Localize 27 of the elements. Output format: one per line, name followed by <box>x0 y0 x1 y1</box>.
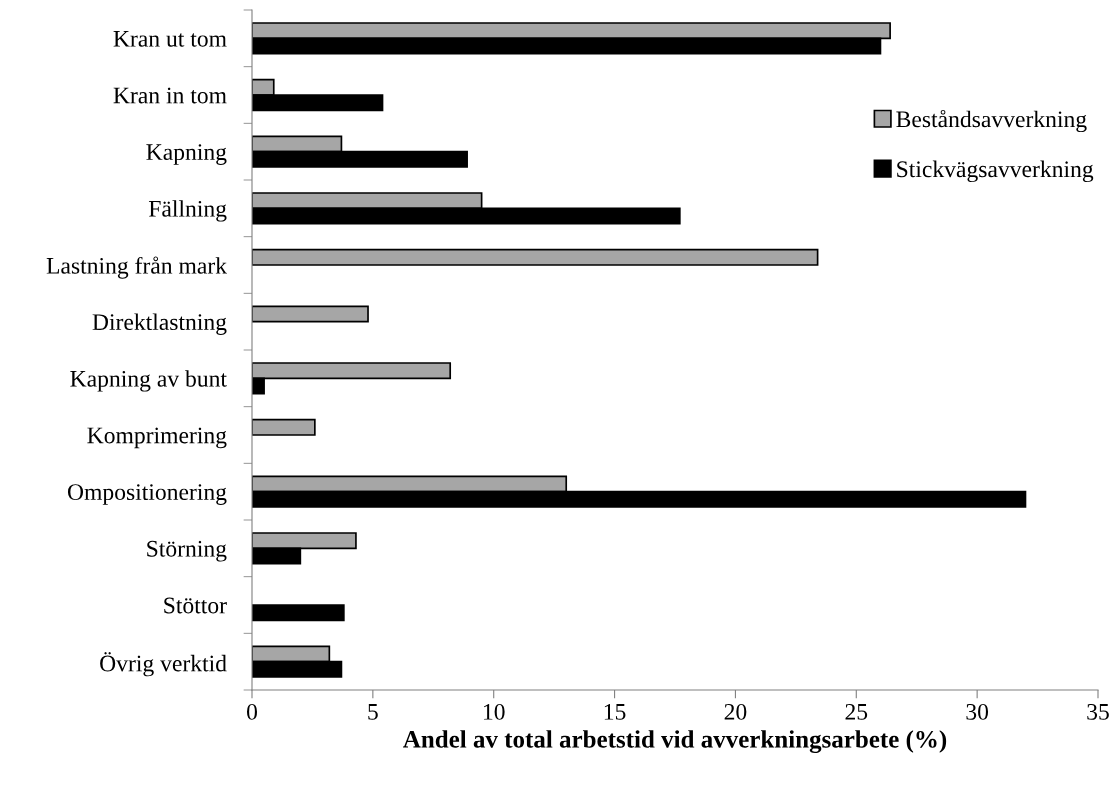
x-tick-label: 20 <box>724 703 747 720</box>
x-tick-label: 35 <box>1087 703 1109 720</box>
x-tick-label: 0 <box>247 703 257 720</box>
legend-label: Beståndsavverkning <box>896 109 1087 133</box>
y-tick-label: Direktlastning <box>92 313 227 335</box>
y-tick-label: Övrig verktid <box>100 652 227 677</box>
y-tick-label: Kran in tom <box>113 87 227 104</box>
y-tick-label: Fällning <box>148 200 227 222</box>
y-tick-label: Kapning <box>146 144 227 165</box>
y-tick-label: Lastning från mark <box>46 256 227 279</box>
y-tick-label: Ompositionering <box>67 484 227 505</box>
bar <box>252 604 345 622</box>
x-tick-label: 5 <box>368 704 378 720</box>
y-tick-label: Komprimering <box>87 427 227 449</box>
y-tick-label: Kapning av bunt <box>70 370 227 392</box>
y-tick-label: Kran ut tom <box>113 31 227 47</box>
x-tick-label: 15 <box>604 703 626 720</box>
bar <box>252 248 819 266</box>
y-tick-label: Stöttor <box>164 597 227 614</box>
y-tick-label: Störning <box>147 540 227 562</box>
bar <box>252 305 369 323</box>
bar <box>252 418 316 436</box>
x-tick-label: 30 <box>966 703 989 720</box>
x-tick-label: 25 <box>845 703 868 720</box>
legend-label: Stickvägsavverkning <box>897 160 1094 183</box>
x-axis-title: Andel av total arbetstid vid avverkningsarbete (%) <box>403 730 947 754</box>
x-tick-label: 10 <box>483 703 505 720</box>
